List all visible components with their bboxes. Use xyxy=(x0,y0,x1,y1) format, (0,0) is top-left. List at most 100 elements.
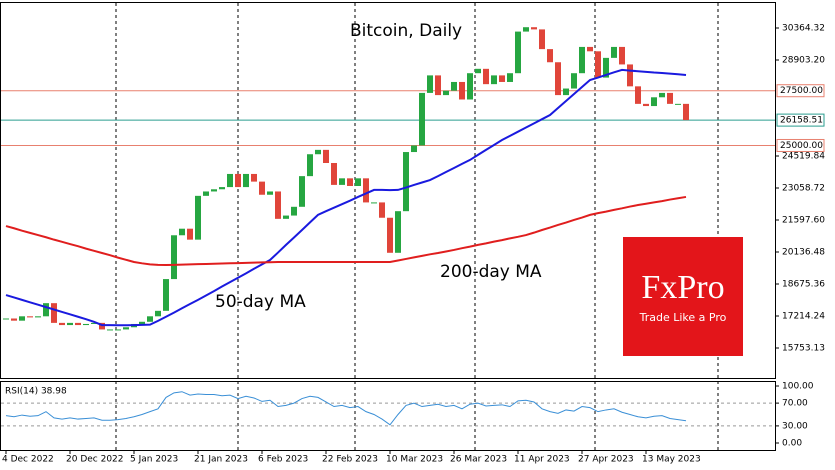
candle xyxy=(163,279,169,311)
candle xyxy=(195,195,201,240)
candle xyxy=(635,86,641,104)
candle xyxy=(347,178,353,186)
candle xyxy=(579,46,585,74)
level-tag xyxy=(776,113,825,127)
candle xyxy=(339,178,345,185)
y-tick-label: 21597.60 xyxy=(782,215,825,225)
candle xyxy=(603,57,609,78)
candle xyxy=(99,322,105,330)
rsi-tick-label: 70.00 xyxy=(782,399,808,409)
x-tick-label: 4 Dec 2022 xyxy=(2,455,54,465)
y-tick-label: 30364.32 xyxy=(782,23,825,33)
main-panel xyxy=(0,2,776,379)
candle xyxy=(531,27,537,30)
rsi-tick-label: 30.00 xyxy=(782,421,808,431)
y-tick-label: 18675.36 xyxy=(782,279,825,289)
candle xyxy=(227,173,233,188)
candle xyxy=(67,322,73,326)
candle xyxy=(451,81,457,91)
candle xyxy=(51,303,57,323)
candle xyxy=(307,154,313,177)
y-tick-label: 23058.72 xyxy=(782,183,825,193)
candle xyxy=(675,103,681,105)
rsi-line xyxy=(5,391,687,426)
candle xyxy=(651,97,657,107)
candle xyxy=(235,173,241,188)
candle xyxy=(299,176,305,207)
candle xyxy=(379,202,385,218)
candle xyxy=(467,73,473,100)
candle xyxy=(219,187,225,190)
y-tick-label: 24519.84 xyxy=(782,151,825,161)
candle xyxy=(179,228,185,236)
rsi-panel xyxy=(0,381,776,451)
candle xyxy=(107,329,113,331)
candle xyxy=(267,191,273,195)
candle xyxy=(323,149,329,163)
candle xyxy=(491,75,497,85)
x-tick-label: 26 Mar 2023 xyxy=(450,455,507,465)
candle xyxy=(619,46,625,65)
candle xyxy=(387,217,393,253)
month-separators xyxy=(115,3,719,450)
series-label: 200-day MA xyxy=(440,262,542,282)
candle xyxy=(435,75,441,96)
candle xyxy=(563,88,569,96)
candle xyxy=(371,202,377,204)
candle xyxy=(147,316,153,322)
candle xyxy=(171,235,177,280)
candle xyxy=(419,92,425,146)
x-tick-label: 5 Jan 2023 xyxy=(130,455,178,465)
ma-line xyxy=(5,195,687,267)
level-label: 25000.00 xyxy=(780,141,823,151)
candle xyxy=(19,316,25,321)
x-tick-label: 20 Dec 2022 xyxy=(66,455,124,465)
rsi-tick-label: 100.00 xyxy=(782,382,814,392)
candle xyxy=(507,73,513,82)
x-tick-label: 13 May 2023 xyxy=(642,455,701,465)
candle xyxy=(83,323,89,326)
candle xyxy=(211,189,217,192)
level-tag xyxy=(776,138,825,152)
candle xyxy=(355,178,361,186)
candle xyxy=(91,322,97,324)
candle xyxy=(659,92,665,98)
candle xyxy=(139,321,145,324)
ma-line xyxy=(5,68,687,327)
candle xyxy=(595,51,601,78)
candle xyxy=(627,64,633,87)
candle xyxy=(571,73,577,89)
logo-box xyxy=(623,237,743,356)
level-label: 27500.00 xyxy=(780,86,823,96)
candle xyxy=(315,149,321,155)
candle xyxy=(643,103,649,107)
candle xyxy=(459,81,465,100)
candle xyxy=(203,191,209,196)
candle xyxy=(411,145,417,153)
candle xyxy=(331,162,337,185)
candle xyxy=(27,316,33,318)
candle xyxy=(587,46,593,52)
chart-title: Bitcoin, Daily xyxy=(350,21,462,41)
candle xyxy=(667,92,673,104)
level-tag xyxy=(776,84,825,98)
x-tick-label: 10 Mar 2023 xyxy=(386,455,443,465)
candle xyxy=(443,90,449,96)
candle xyxy=(499,75,505,82)
series-label: 50-day MA xyxy=(215,292,306,312)
candle xyxy=(243,173,249,188)
candle xyxy=(251,173,257,182)
candle xyxy=(395,211,401,253)
logo-tagline: Trade Like a Pro xyxy=(639,311,727,324)
rsi-label: RSI(14) 38.98 xyxy=(5,387,67,397)
x-tick-label: 21 Jan 2023 xyxy=(194,455,248,465)
candle xyxy=(403,152,409,212)
rsi-tick-label: 0.00 xyxy=(782,438,802,448)
candle xyxy=(523,27,529,32)
candle xyxy=(611,46,617,58)
candle xyxy=(259,181,265,195)
candle xyxy=(43,303,49,317)
y-tick-label: 20136.48 xyxy=(782,247,825,257)
candle xyxy=(123,327,129,330)
candle xyxy=(35,316,41,318)
